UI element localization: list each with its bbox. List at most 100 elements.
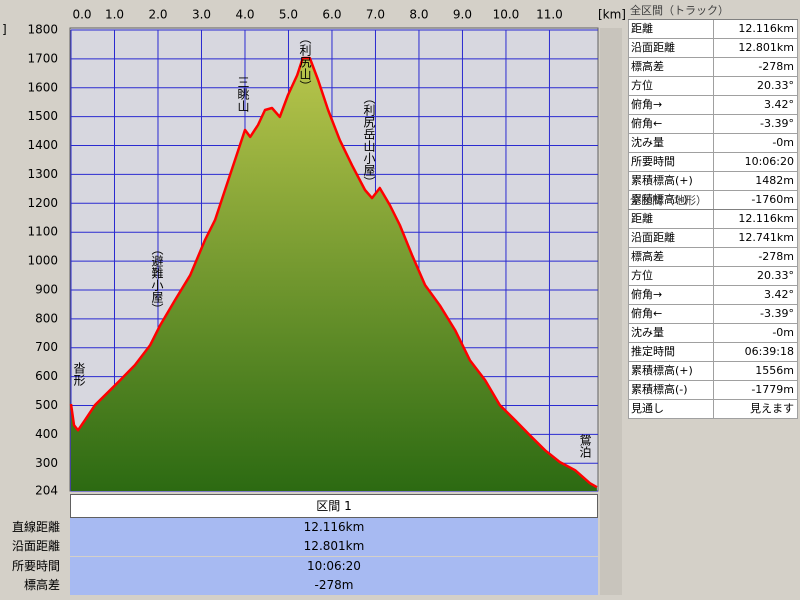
y-unit: ] [2, 23, 7, 37]
annotation: 沓形 [72, 362, 86, 386]
section-value: 10:06:20 [70, 556, 598, 576]
row-label: 見通し [629, 400, 714, 418]
summary-row: 方位 20.33° [628, 267, 798, 286]
elevation-line [69, 56, 598, 489]
row-label: 累積標高(+) [629, 172, 714, 190]
row-value: -278m [758, 60, 794, 73]
summary-row: 俯角← -3.39° [628, 115, 798, 134]
row-label: 俯角→ [629, 286, 714, 304]
row-value: 20.33° [757, 79, 794, 92]
summary-row: 沈み量 -0m [628, 134, 798, 153]
summary-row: 距離 12.116km [628, 210, 798, 229]
x-tick-label: 11.0 [536, 8, 563, 22]
row-value: -0m [772, 136, 794, 149]
summary-row: 累積標高(-) -1779m [628, 381, 798, 400]
summary-row: 俯角→ 3.42° [628, 286, 798, 305]
y-tick-label: 1800 [27, 23, 58, 37]
row-label: 俯角← [629, 305, 714, 323]
summary-row: 見通し 見えます [628, 400, 798, 419]
section-label: 直線距離 [11, 520, 60, 534]
y-tick-label: 1400 [27, 138, 58, 152]
row-value: 見えます [750, 402, 794, 415]
row-value: 12.801km [738, 41, 794, 54]
row-value: -3.39° [760, 117, 794, 130]
y-tick-label: 600 [35, 369, 58, 383]
section-header[interactable]: 区間 1 [70, 494, 598, 518]
row-label: 方位 [629, 267, 714, 285]
y-tick-label: 1600 [27, 80, 58, 94]
section-label: 標高差 [23, 577, 60, 592]
annotation: 三眺山 [236, 76, 250, 112]
row-value: 1482m [755, 174, 794, 187]
y-tick-label: 400 [35, 427, 58, 441]
row-label: 沿面距離 [629, 229, 714, 247]
annotation: ︵利尻岳山小屋︶ [362, 92, 376, 188]
terrain-summary: 全区間（地形） 距離 12.116km 沿面距離 12.741km 標高差 -278m 方位… [628, 192, 798, 419]
row-value: -1779m [751, 383, 794, 396]
y-tick-label: 300 [35, 456, 58, 470]
row-value: 10:06:20 [744, 155, 794, 168]
row-label: 俯角← [629, 115, 714, 133]
row-label: 沿面距離 [629, 39, 714, 57]
scroll-strip [600, 28, 622, 595]
summary-row: 累積標高(+) 1482m [628, 172, 798, 191]
summary-row: 標高差 -278m [628, 248, 798, 267]
x-tick-label: 4.0 [235, 8, 254, 22]
x-tick-label: 8.0 [409, 8, 428, 22]
annotation: ︵避難小屋︶ [150, 243, 164, 315]
y-tick-label: 1000 [27, 254, 58, 268]
y-tick-label: 1200 [27, 196, 58, 210]
row-value: 3.42° [764, 98, 794, 111]
annotation: ︵利尻山︶ [298, 32, 312, 92]
x-tick-label: 2.0 [148, 8, 167, 22]
x-unit: [km] [598, 8, 626, 22]
summary-row: 標高差 -278m [628, 58, 798, 77]
annotation: 鴛泊 [578, 434, 592, 458]
y-tick-label: 1500 [27, 109, 58, 123]
row-value: 12.741km [738, 231, 794, 244]
row-label: 標高差 [629, 248, 714, 266]
row-value: -3.39° [760, 307, 794, 320]
row-value: 3.42° [764, 288, 794, 301]
row-value: -0m [772, 326, 794, 339]
row-label: 方位 [629, 77, 714, 95]
y-tick-label: 900 [35, 282, 58, 296]
row-label: 累積標高(-) [629, 191, 714, 209]
y-tick-label: 1300 [27, 167, 58, 181]
elevation-area [71, 58, 597, 491]
summary-row: 俯角← -3.39° [628, 305, 798, 324]
row-label: 沈み量 [629, 324, 714, 342]
x-tick-label: 10.0 [493, 8, 520, 22]
y-tick-label: 500 [35, 398, 58, 412]
x-tick-label: 6.0 [322, 8, 341, 22]
x-tick-label: 9.0 [453, 8, 472, 22]
section-value: -278m [70, 575, 598, 595]
summary-row: 累積標高(+) 1556m [628, 362, 798, 381]
summary-row: 距離 12.116km [628, 20, 798, 39]
summary-row: 推定時間 06:39:18 [628, 343, 798, 362]
y-tick-label: 1700 [27, 51, 58, 65]
row-value: 06:39:18 [744, 345, 794, 358]
section-value: 12.116km [70, 518, 598, 537]
summary-row: 所要時間 10:06:20 [628, 153, 798, 172]
row-value: 20.33° [757, 269, 794, 282]
row-label: 累積標高(-) [629, 381, 714, 399]
section-label: 沿面距離 [11, 539, 60, 554]
row-value: 12.116km [738, 22, 794, 35]
summary-row: 沈み量 -0m [628, 324, 798, 343]
panel-header: 全区間（地形） [628, 192, 798, 210]
summary-row: 方位 20.33° [628, 77, 798, 96]
x-tick-label: 5.0 [279, 8, 298, 22]
x-tick-label: 3.0 [192, 8, 211, 22]
x-tick-label: 1.0 [105, 8, 124, 22]
y-tick-label: 204 [35, 484, 58, 498]
row-label: 累積標高(+) [629, 362, 714, 380]
row-label: 標高差 [629, 58, 714, 76]
row-label: 俯角→ [629, 96, 714, 114]
row-value: -1760m [751, 193, 794, 206]
summary-row: 沿面距離 12.741km [628, 229, 798, 248]
row-label: 沈み量 [629, 134, 714, 152]
row-value: 12.116km [738, 212, 794, 225]
